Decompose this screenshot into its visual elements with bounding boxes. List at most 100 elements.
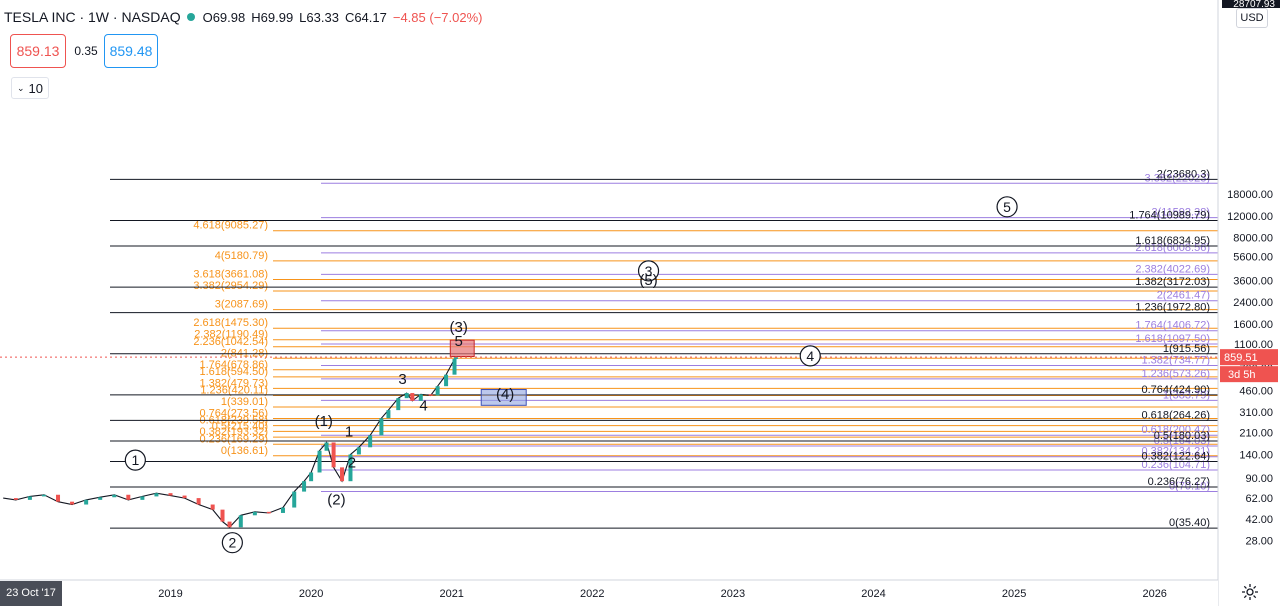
fib-orange-label: 2.236(1042.54): [193, 336, 268, 348]
fib-orange-label: 3.382(2954.29): [193, 280, 268, 292]
open-value: O69.98: [202, 9, 246, 25]
price-candle: [266, 511, 271, 514]
market-status-icon: [186, 13, 195, 21]
price-candle: [182, 495, 187, 499]
date-badge-label: 23 Oct '17: [6, 587, 56, 599]
fib-orange-label: 0.382(193.32): [200, 426, 269, 438]
fib-black-label: 0.382(122.64): [1142, 451, 1211, 463]
price-candle: [84, 499, 89, 505]
fib-orange-label: 1(339.01): [221, 396, 268, 408]
fib-orange-label: 3.618(3661.08): [193, 268, 268, 280]
fib-orange-label: 0.236(169.29): [200, 433, 269, 445]
price-series: [0, 356, 1218, 528]
wave-4-support-box: [480, 389, 527, 406]
wave-label: 1: [131, 452, 139, 468]
y-tick-label: 42.00: [1245, 514, 1273, 526]
price-candle: [317, 450, 322, 473]
wave-circle-marker: [996, 196, 1018, 218]
fib-orange-label: 0.764(273.56): [200, 408, 269, 420]
last-price-badge: [1220, 349, 1278, 366]
wave-label: 4: [419, 397, 427, 414]
fib-purple-label: 1.236(573.26): [1142, 368, 1211, 380]
wave-circle-marker: [221, 532, 243, 554]
indicators-toggle[interactable]: ⌄ 10: [11, 77, 49, 99]
wave-3-target-box: [449, 339, 475, 358]
wave-label: 3: [645, 263, 653, 279]
price-candle: [27, 496, 32, 500]
fib-purple-label: 0.618(200.47): [1142, 424, 1211, 436]
wave-label: (1): [315, 413, 333, 430]
y-tick-label: 90.00: [1245, 473, 1273, 485]
price-candle: [340, 467, 345, 482]
spread-value: 0.35: [72, 34, 100, 68]
wave-circle-marker: [799, 345, 821, 367]
wave-label: 2: [348, 454, 356, 471]
fib-black-label: 0.5(180.03): [1154, 430, 1210, 442]
wave-label: 4: [806, 348, 814, 364]
top-price-label: 28707.93: [1233, 0, 1275, 10]
price-candle: [140, 496, 145, 500]
wave-label: 2: [228, 535, 236, 551]
y-tick-label: 1100.00: [1234, 339, 1273, 351]
low-value: L63.33: [299, 9, 339, 25]
wave-label: 3: [398, 371, 406, 388]
price-candle: [280, 507, 285, 513]
wave-circle-marker: [637, 260, 660, 282]
currency-button[interactable]: USD: [1236, 8, 1268, 28]
high-value: H69.99: [251, 9, 294, 25]
price-candle: [220, 509, 225, 522]
price-candle: [112, 494, 117, 498]
fib-black-label: 2(23680.3): [1157, 168, 1210, 180]
fib-orange-label: 0(136.61): [221, 445, 268, 457]
countdown-label: 3d 5h: [1228, 369, 1256, 381]
price-candle: [309, 472, 314, 482]
fib-black-label: 0.618(264.26): [1142, 409, 1211, 421]
change-value: −4.85 (−7.02%): [392, 9, 483, 25]
gear-icon[interactable]: [1240, 582, 1260, 602]
x-tick-label: 2023: [721, 588, 745, 600]
fib-black-label: 0(35.40): [1169, 517, 1210, 529]
fib-purple-label: 2.618(6008.56): [1135, 242, 1210, 254]
price-candle: [238, 515, 243, 528]
buy-button[interactable]: 859.48: [104, 34, 158, 68]
price-candle: [418, 394, 423, 401]
y-tick-label: 62.00: [1245, 493, 1273, 505]
last-price-label: 859.51: [1224, 352, 1258, 364]
y-tick-label: 18000.00: [1227, 189, 1273, 201]
fib-black-label: 1.764(10989.79): [1129, 210, 1210, 222]
fib-purple-label: 0.382(134.21): [1142, 446, 1211, 458]
indicator-count: 10: [28, 80, 43, 96]
x-tick-label: 2020: [299, 588, 323, 600]
symbol-title[interactable]: TESLA INC · 1W · NASDAQ: [4, 9, 181, 25]
fib-purple-label: 3.382(22023): [1145, 172, 1210, 184]
price-candle: [70, 501, 75, 505]
price-candle: [168, 493, 173, 496]
price-candle: [331, 442, 336, 468]
wave-label: (5): [639, 272, 657, 289]
fib-orange-label: 1.764(678.86): [200, 359, 269, 371]
y-tick-label: 1600.00: [1233, 319, 1273, 331]
x-tick-label: 2026: [1142, 588, 1166, 600]
chevron-down-icon: ⌄: [16, 82, 25, 93]
sell-button[interactable]: 859.13: [10, 34, 66, 68]
top-price-badge: [1222, 0, 1280, 8]
wave-label: 5: [455, 333, 463, 350]
fib-orange-label: 4.618(9085.27): [193, 220, 268, 232]
x-tick-label: 2024: [861, 588, 885, 600]
price-candle: [13, 498, 18, 500]
price-candle: [404, 393, 409, 399]
x-tick-label: 2019: [158, 588, 182, 600]
fib-black-label: 0.236(76.27): [1148, 476, 1210, 488]
price-candle: [196, 498, 201, 505]
y-tick-label: 3600.00: [1233, 275, 1273, 287]
y-tick-label: 140.00: [1239, 449, 1273, 461]
fib-purple-label: 1.618(1097.50): [1135, 333, 1210, 345]
wave-label: (3): [450, 319, 468, 336]
wave-label: 1: [345, 424, 353, 441]
price-candle: [252, 511, 257, 516]
price-candle: [453, 357, 458, 360]
price-candle: [379, 418, 384, 436]
